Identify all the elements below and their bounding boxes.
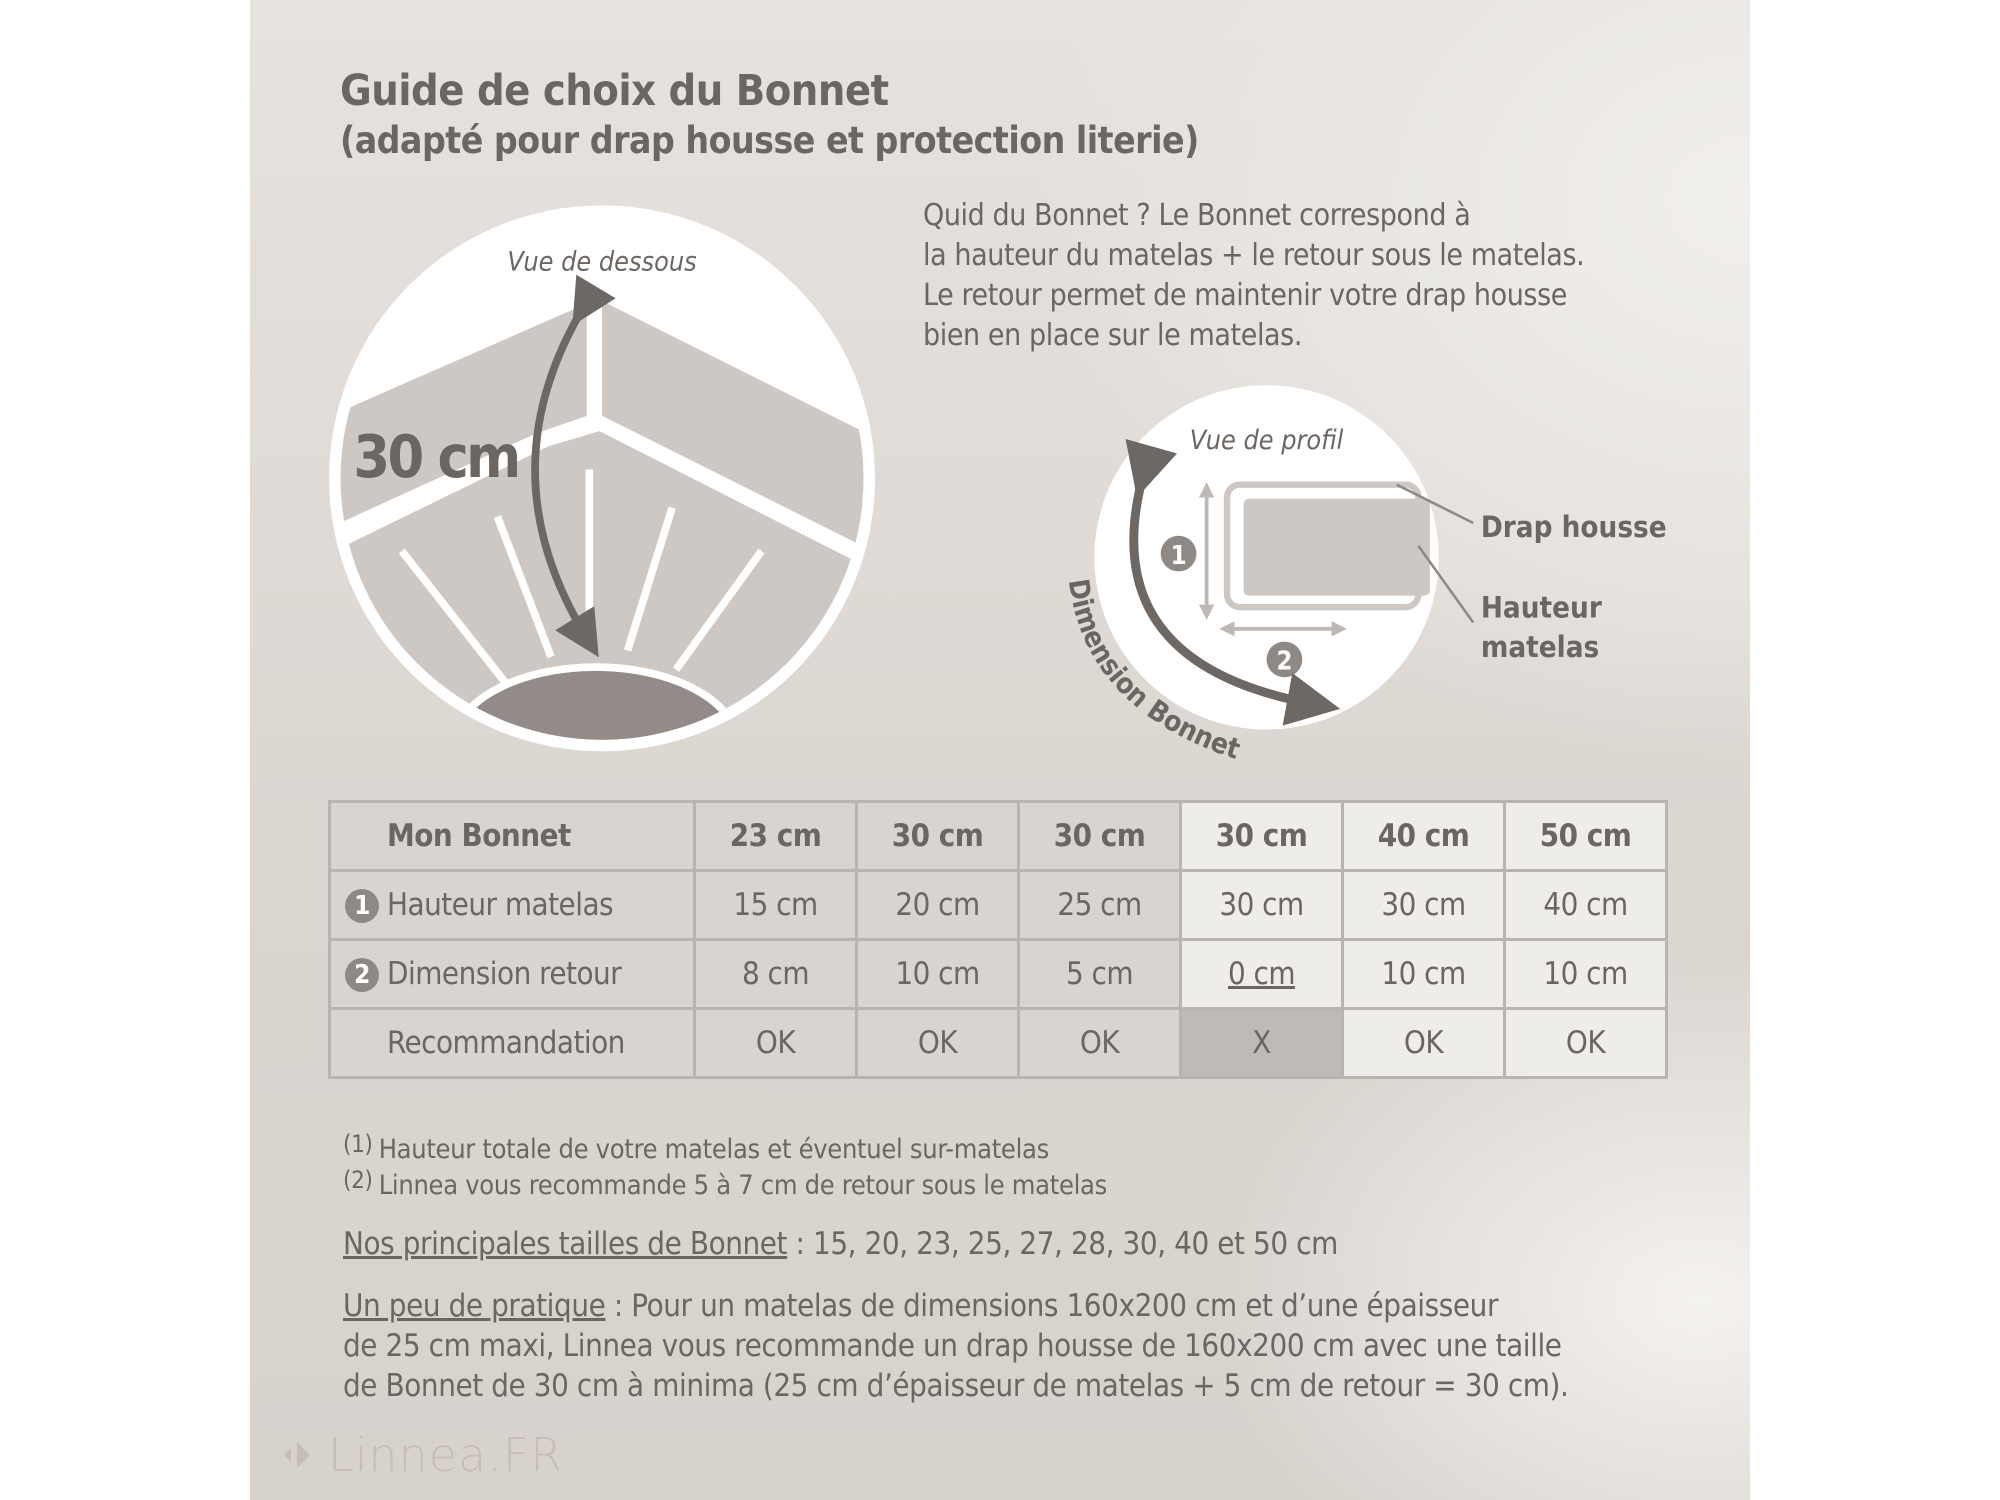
label-hauteur: Hauteur	[1481, 590, 1602, 624]
intro-paragraph: Quid du Bonnet ? Le Bonnet correspond à …	[923, 196, 1723, 356]
linnea-logo: Linnea.FR	[280, 1428, 563, 1482]
intro-line: Le retour permet de maintenir votre drap…	[923, 278, 1567, 313]
bottom-view-diagram: Vue de dessous 30 cm	[329, 205, 875, 752]
profile-caption: Vue de profil	[1190, 425, 1344, 456]
measure-label: 30 cm	[353, 423, 518, 491]
table-cell: 25 cm	[1017, 869, 1182, 941]
intro-line: Quid du Bonnet ? Le Bonnet correspond à	[923, 198, 1471, 233]
label-matelas: matelas	[1481, 630, 1599, 664]
table-cell: 20 cm	[855, 869, 1020, 941]
table-cell: 0 cm	[1179, 938, 1344, 1010]
logo-text: Linnea.FR	[328, 1428, 564, 1482]
table-cell: 30 cm	[1179, 800, 1344, 872]
table-cell: 40 cm	[1503, 869, 1668, 941]
row-label: Recommandation	[328, 1007, 696, 1079]
table-cell: 10 cm	[855, 938, 1020, 1010]
page-subtitle: (adapté pour drap housse et protection l…	[340, 119, 1199, 162]
sizes-line: Nos principales tailles de Bonnet : 15, …	[343, 1226, 1338, 1262]
table-cell: 40 cm	[1341, 800, 1506, 872]
row-label: 2 Dimension retour	[328, 938, 696, 1010]
badge-1: 1	[345, 889, 379, 924]
intro-line: bien en place sur le matelas.	[923, 318, 1303, 353]
profile-view-diagram: 1 2 Vue de profil Dimension Bonnet Drap …	[1062, 385, 1667, 766]
table-cell: OK	[1503, 1007, 1668, 1079]
table-cell: 5 cm	[1017, 938, 1182, 1010]
badge-2: 2	[345, 958, 379, 993]
bonnet-table: Mon Bonnet 23 cm 30 cm 30 cm 30 cm 40 cm…	[328, 800, 1668, 1079]
intro-line: la hauteur du matelas + le retour sous l…	[923, 238, 1585, 273]
table-cell: 10 cm	[1503, 938, 1668, 1010]
badge-2: 2	[1276, 647, 1292, 677]
table-row: Recommandation OK OK OK X OK OK	[328, 1007, 1668, 1079]
table-cell: 50 cm	[1503, 800, 1668, 872]
row-label: 1 Hauteur matelas	[328, 869, 696, 941]
label-drap-housse: Drap housse	[1481, 510, 1667, 544]
row-label: Mon Bonnet	[328, 800, 696, 872]
table-cell: 8 cm	[693, 938, 858, 1010]
table-cell-not-ok: X	[1179, 1007, 1344, 1079]
badge-1: 1	[1171, 541, 1187, 571]
curved-arrow-icon	[1125, 438, 1341, 726]
table-cell: 10 cm	[1341, 938, 1506, 1010]
bottom-view-caption: Vue de dessous	[507, 246, 697, 277]
diagrams: Vue de dessous 30 cm 1 2 Vue de profil D…	[329, 205, 1667, 766]
table-cell: OK	[1017, 1007, 1182, 1079]
footnote: (1) Hauteur totale de votre matelas et év…	[343, 1130, 1049, 1165]
practice-paragraph: Un peu de pratique : Pour un matelas de …	[343, 1288, 1569, 1404]
table-cell: 15 cm	[693, 869, 858, 941]
table-cell: 30 cm	[855, 800, 1020, 872]
table-cell: 30 cm	[1341, 869, 1506, 941]
table-row: 1 Hauteur matelas 15 cm 20 cm 25 cm 30 cm…	[328, 869, 1668, 941]
table-cell: OK	[855, 1007, 1020, 1079]
logo-icon	[284, 1442, 310, 1468]
table-cell: 30 cm	[1017, 800, 1182, 872]
table-cell: OK	[1341, 1007, 1506, 1079]
footnote: (2) Linnea vous recommande 5 à 7 cm de re…	[343, 1166, 1108, 1201]
table-header-row: Mon Bonnet 23 cm 30 cm 30 cm 30 cm 40 cm…	[328, 800, 1668, 872]
table-row: 2 Dimension retour 8 cm 10 cm 5 cm 0 cm 1…	[328, 938, 1668, 1010]
table-cell: 30 cm	[1179, 869, 1344, 941]
table-cell: OK	[693, 1007, 858, 1079]
double-arrow-icon	[531, 274, 616, 658]
table-cell: 23 cm	[693, 800, 858, 872]
page-title: Guide de choix du Bonnet	[340, 66, 889, 116]
